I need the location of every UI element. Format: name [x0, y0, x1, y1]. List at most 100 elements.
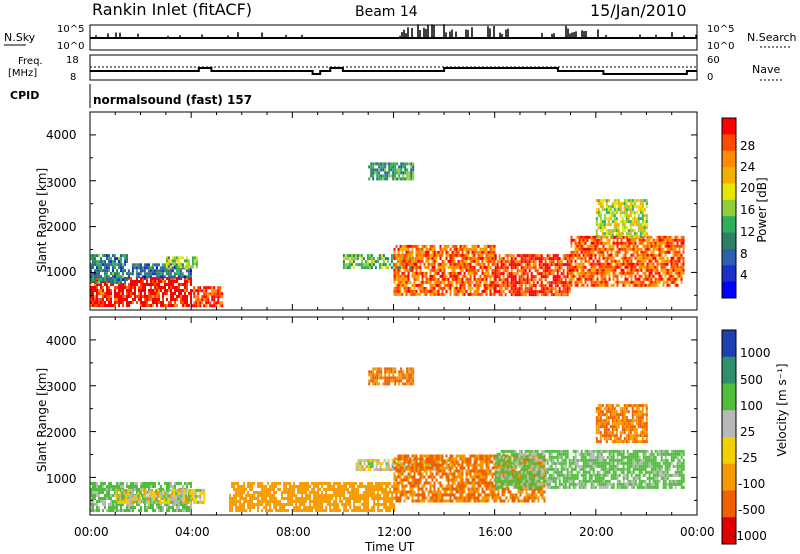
heatmap-cell	[142, 286, 144, 289]
heatmap-cell	[138, 509, 140, 512]
heatmap-cell	[642, 250, 645, 254]
heatmap-cell	[485, 274, 488, 278]
heatmap-cell	[522, 257, 525, 261]
heatmap-cell	[149, 266, 152, 270]
heatmap-cell	[619, 214, 622, 218]
heatmap-cell	[122, 304, 124, 307]
heatmap-cell	[277, 482, 280, 485]
heatmap-cell	[380, 174, 383, 178]
heatmap-cell	[158, 280, 160, 283]
heatmap-cell	[514, 260, 517, 264]
heatmap-cell	[281, 491, 284, 494]
heatmap-cell	[556, 269, 559, 273]
heatmap-cell	[498, 269, 501, 273]
heatmap-cell	[664, 262, 667, 266]
heatmap-cell	[167, 272, 170, 276]
heatmap-cell	[406, 379, 409, 383]
heatmap-cell	[305, 506, 308, 509]
heatmap-cell	[359, 485, 362, 488]
heatmap-cell	[645, 220, 648, 224]
heatmap-cell	[193, 491, 196, 495]
heatmap-cell	[367, 500, 370, 503]
heatmap-cell	[112, 278, 114, 282]
heatmap-cell	[178, 506, 180, 509]
heatmap-cell	[351, 509, 354, 512]
heatmap-cell	[528, 287, 531, 291]
heatmap-cell	[429, 289, 432, 293]
heatmap-cell	[147, 269, 150, 273]
heatmap-cell	[134, 292, 136, 295]
heatmap-cell	[401, 247, 404, 251]
heatmap-cell	[181, 263, 184, 267]
heatmap-cell	[672, 247, 675, 251]
heatmap-cell	[393, 503, 396, 506]
heatmap-cell	[504, 266, 507, 270]
heatmap-cell	[193, 295, 196, 299]
heatmap-cell	[534, 260, 537, 264]
heatmap-cell	[558, 269, 561, 273]
heatmap-cell	[412, 382, 415, 386]
heatmap-cell	[162, 301, 164, 304]
heatmap-cell	[368, 379, 371, 383]
heatmap-cell	[92, 278, 94, 282]
heatmap-cell	[399, 268, 402, 272]
heatmap-cell	[570, 268, 573, 272]
heatmap-cell	[92, 500, 94, 503]
heatmap-cell	[410, 370, 413, 374]
heatmap-cell	[574, 274, 577, 278]
heatmap-cell	[182, 295, 184, 298]
heatmap-cell	[506, 257, 509, 261]
heatmap-cell	[295, 494, 298, 497]
heatmap-cell	[373, 509, 376, 512]
heatmap-cell	[110, 503, 112, 506]
heatmap-cell	[163, 491, 166, 495]
heatmap-cell	[572, 274, 575, 278]
heatmap-cell	[477, 268, 480, 272]
heatmap-cell	[92, 266, 94, 270]
heatmap-cell	[435, 280, 438, 284]
heatmap-cell	[616, 283, 619, 287]
heatmap-cell	[467, 250, 470, 254]
heatmap-cell	[398, 171, 401, 175]
heatmap-cell	[379, 494, 382, 497]
heatmap-cell	[344, 257, 347, 261]
heatmap-cell	[307, 485, 310, 488]
heatmap-cell	[676, 277, 679, 281]
heatmap-cell	[136, 503, 138, 506]
heatmap-cell	[508, 290, 511, 294]
heatmap-cell	[630, 274, 633, 278]
heatmap-cell	[351, 488, 354, 491]
heatmap-cell	[394, 174, 397, 178]
heatmap-cell	[447, 253, 450, 257]
heatmap-cell	[313, 494, 316, 497]
heatmap-cell	[641, 205, 644, 209]
heatmap-cell	[405, 484, 408, 488]
heatmap-cell	[137, 488, 140, 492]
heatmap-cell	[425, 253, 428, 257]
heatmap-cell	[331, 494, 334, 497]
heatmap-cell	[255, 491, 258, 494]
heatmap-cell	[625, 220, 628, 224]
heatmap-cell	[518, 287, 521, 291]
heatmap-cell	[638, 268, 641, 272]
heatmap-cell	[401, 280, 404, 284]
heatmap-cell	[641, 223, 644, 227]
heatmap-cell	[395, 469, 398, 473]
heatmap-cell	[211, 292, 214, 296]
heatmap-cell	[168, 280, 170, 283]
heatmap-cell	[114, 304, 116, 307]
heatmap-cell	[427, 259, 430, 263]
heatmap-cell	[399, 475, 402, 479]
heatmap-cell	[632, 271, 635, 275]
heatmap-cell	[239, 503, 242, 506]
heatmap-cell	[195, 497, 198, 501]
heatmap-cell	[597, 214, 600, 218]
heatmap-cell	[120, 509, 122, 512]
heatmap-cell	[142, 301, 144, 304]
heatmap-cell	[548, 287, 551, 291]
heatmap-cell	[291, 488, 294, 491]
heatmap-cell	[616, 277, 619, 281]
heatmap-cell	[209, 301, 212, 305]
heatmap-cell	[562, 272, 565, 276]
heatmap-cell	[582, 271, 585, 275]
